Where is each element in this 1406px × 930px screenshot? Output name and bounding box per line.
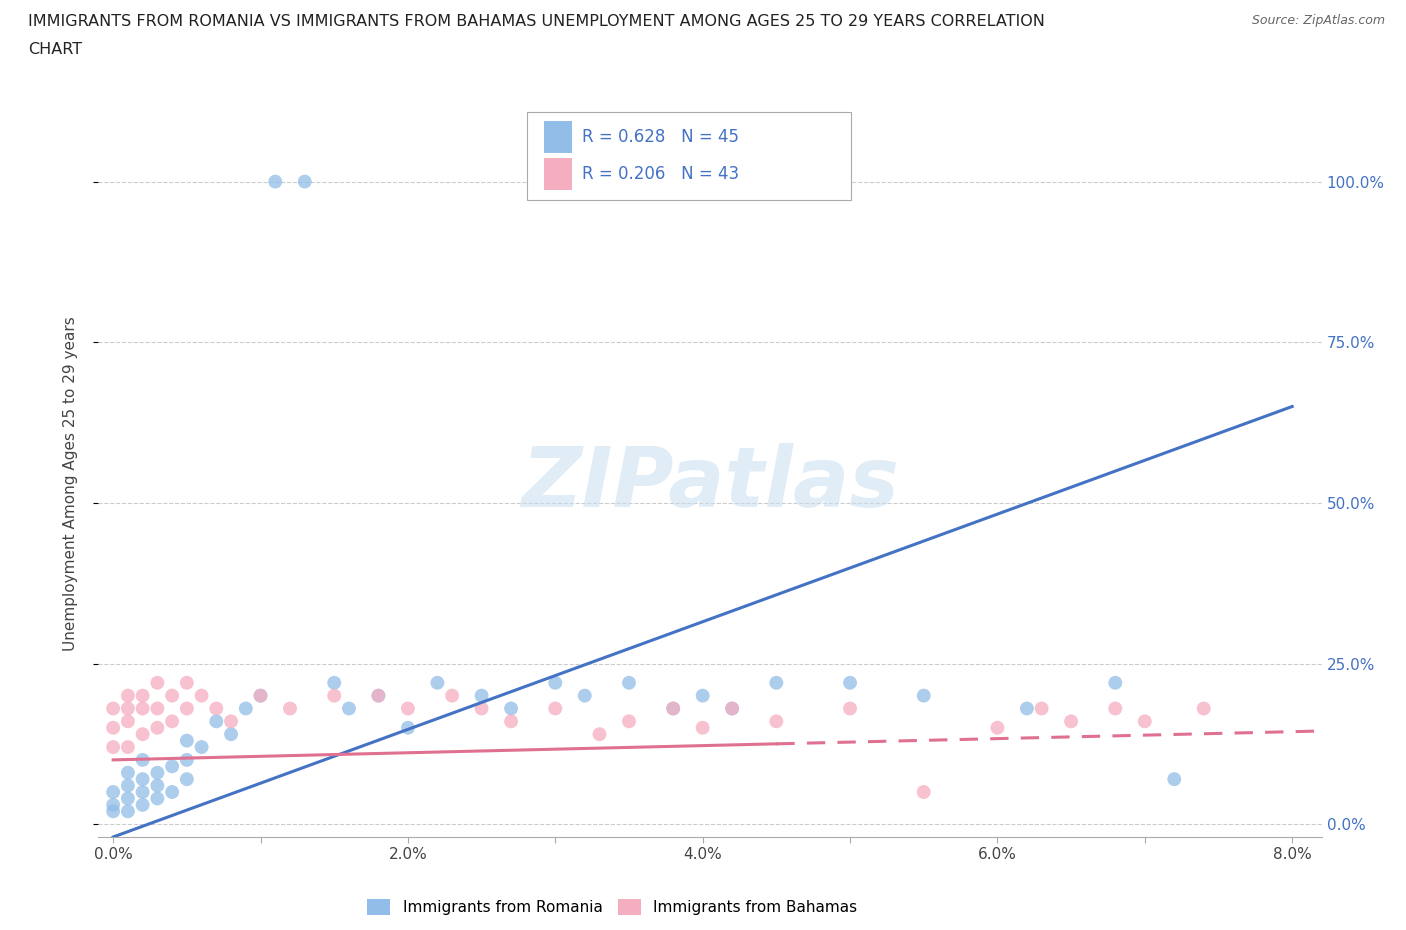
Point (986, 721, 1008, 736)
Legend: Immigrants from Romania, Immigrants from Bahamas: Immigrants from Romania, Immigrants from… (361, 893, 863, 922)
Point (692, 688, 714, 703)
Point (499, 714, 522, 729)
Point (117, 791, 139, 806)
Point (912, 785, 935, 800)
Point (190, 739, 212, 754)
Point (117, 765, 139, 780)
Point (662, 701, 685, 716)
Point (1133, 714, 1156, 729)
Point (160, 714, 183, 729)
Text: R = 0.628   N = 45: R = 0.628 N = 45 (582, 127, 740, 146)
Point (131, 797, 153, 812)
Point (117, 739, 139, 754)
Point (176, 701, 198, 716)
Point (176, 675, 198, 690)
Point (617, 714, 640, 729)
Point (294, 174, 316, 189)
Point (205, 701, 228, 716)
Point (117, 778, 139, 793)
Point (117, 714, 139, 729)
Point (323, 688, 346, 703)
Point (176, 733, 198, 748)
Point (471, 688, 494, 703)
Point (1015, 701, 1038, 716)
Point (131, 785, 153, 800)
Point (574, 688, 596, 703)
Point (441, 688, 464, 703)
Point (544, 675, 567, 690)
Point (219, 714, 242, 729)
Point (176, 752, 198, 767)
Point (1031, 701, 1053, 716)
Point (101, 721, 124, 736)
Point (1104, 675, 1126, 690)
Point (219, 726, 242, 741)
Point (721, 701, 744, 716)
Point (160, 785, 183, 800)
Point (264, 174, 287, 189)
Point (101, 797, 124, 812)
Text: IMMIGRANTS FROM ROMANIA VS IMMIGRANTS FROM BAHAMAS UNEMPLOYMENT AMONG AGES 25 TO: IMMIGRANTS FROM ROMANIA VS IMMIGRANTS FR… (28, 14, 1045, 29)
Point (131, 772, 153, 787)
Point (146, 765, 169, 780)
Point (765, 714, 787, 729)
Point (101, 785, 124, 800)
Point (912, 688, 935, 703)
Point (1192, 701, 1215, 716)
Point (160, 688, 183, 703)
Point (662, 701, 685, 716)
Point (146, 778, 169, 793)
Point (323, 675, 346, 690)
Point (205, 714, 228, 729)
Point (278, 701, 301, 716)
Point (101, 739, 124, 754)
Point (337, 701, 360, 716)
Text: ZIPatlas: ZIPatlas (522, 443, 898, 525)
Point (117, 701, 139, 716)
Point (249, 688, 271, 703)
Text: Source: ZipAtlas.com: Source: ZipAtlas.com (1251, 14, 1385, 27)
Point (617, 675, 640, 690)
Point (235, 701, 257, 716)
Point (1060, 714, 1083, 729)
Point (146, 721, 169, 736)
Y-axis label: Unemployment Among Ages 25 to 29 years: Unemployment Among Ages 25 to 29 years (63, 316, 77, 651)
Point (146, 675, 169, 690)
Text: CHART: CHART (28, 42, 82, 57)
Point (160, 759, 183, 774)
Point (146, 791, 169, 806)
Point (426, 675, 449, 690)
Point (1104, 701, 1126, 716)
Point (131, 688, 153, 703)
Point (131, 726, 153, 741)
Point (367, 688, 389, 703)
Point (176, 772, 198, 787)
Point (544, 701, 567, 716)
Point (471, 701, 494, 716)
Point (101, 701, 124, 716)
Point (721, 701, 744, 716)
Point (367, 688, 389, 703)
Point (146, 701, 169, 716)
Point (190, 688, 212, 703)
Point (131, 701, 153, 716)
Point (588, 726, 610, 741)
Point (131, 752, 153, 767)
Point (117, 804, 139, 818)
Point (765, 675, 787, 690)
Point (396, 701, 419, 716)
Point (839, 701, 862, 716)
Point (101, 804, 124, 818)
Point (839, 675, 862, 690)
Point (1163, 772, 1185, 787)
Point (396, 721, 419, 736)
Point (249, 688, 271, 703)
Text: R = 0.206   N = 43: R = 0.206 N = 43 (582, 165, 740, 183)
Point (499, 701, 522, 716)
Point (117, 688, 139, 703)
Point (692, 721, 714, 736)
